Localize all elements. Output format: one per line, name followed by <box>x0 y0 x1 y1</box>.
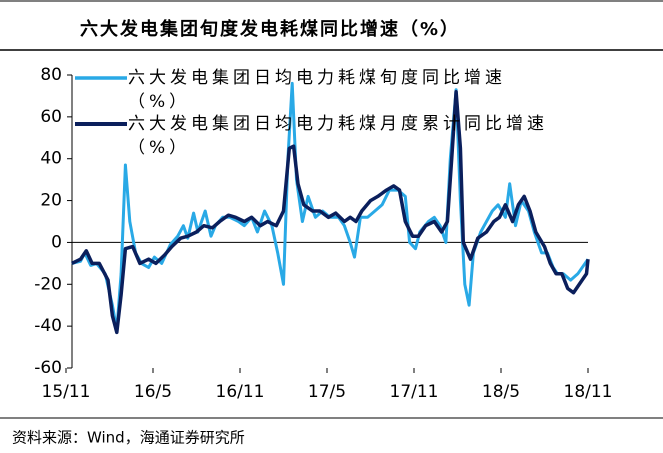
x-tick-label: 18/5 <box>482 382 520 402</box>
legend-label: 六大发电集团日均电力耗煤旬度同比增速（%） <box>128 68 506 112</box>
y-tick-label: -60 <box>34 358 62 378</box>
x-tick-label: 16/5 <box>134 382 172 402</box>
x-tick-label: 16/11 <box>216 382 265 402</box>
y-tick-label: 80 <box>40 65 62 85</box>
x-tick-label: 18/11 <box>564 382 613 402</box>
x-tick-label: 17/11 <box>390 382 439 402</box>
y-tick-label: -20 <box>34 274 62 294</box>
x-tick-label: 17/5 <box>308 382 346 402</box>
y-tick-label: 20 <box>40 191 62 211</box>
series-line <box>71 89 590 335</box>
y-tick-label: 60 <box>40 107 62 127</box>
series-line <box>71 81 590 332</box>
y-tick-label: 40 <box>40 149 62 169</box>
y-tick-label: -40 <box>34 316 62 336</box>
x-tick-label: 15/11 <box>42 382 91 402</box>
y-tick-label: 0 <box>51 232 62 252</box>
legend-label: 六大发电集团日均电力耗煤月度累计同比增速（%） <box>128 114 548 158</box>
source: 资料来源：Wind，海通证券研究所 <box>12 429 245 447</box>
chart-title: 六大发电集团旬度发电耗煤同比增速（%） <box>80 18 460 40</box>
